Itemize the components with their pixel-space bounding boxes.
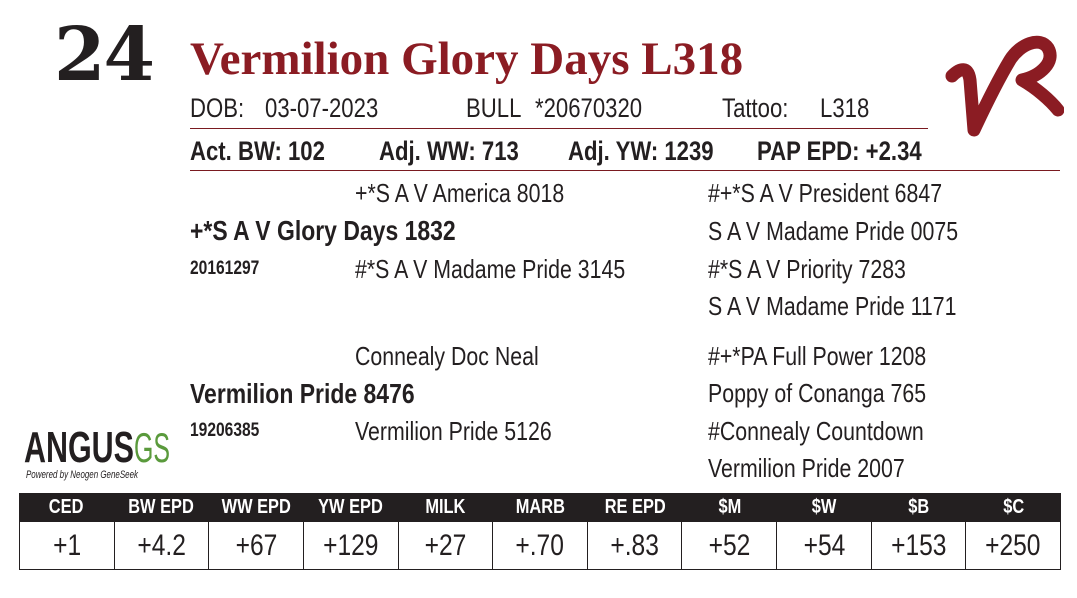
dam-sire: Connealy Doc Neal [355,341,539,371]
sire-sire-dam: S A V Madame Pride 0075 [708,216,959,246]
epd-header-w: $W [811,496,837,518]
angus-gs-logo: ANGUS GS Powered by Neogen GeneSeek [24,423,170,481]
epd-table: CED BW EPD WW EPD YW EPD MILK EPD MARB E… [19,493,1061,570]
animal-name: Vermilion Glory Days L318 [190,33,744,85]
epd-header-re: RE EPD [604,496,666,518]
sire-dam: #*S A V Madame Pride 3145 [355,254,626,284]
divider-bottom [190,170,1060,171]
logo-tagline: Powered by Neogen GeneSeek [26,469,138,481]
epd-header-ced: CED [49,496,84,518]
epd-value-ww: +67 [208,522,303,569]
epd-value-bw: +4.2 [113,522,209,569]
epd-header-m: $M [718,496,741,518]
dam-dam: Vermilion Pride 5126 [355,416,552,446]
epd-header-c: $C [1003,496,1025,518]
dam-sire-sire: #+*PA Full Power 1208 [708,341,927,371]
actual-birth-weight: Act. BW: 102 [190,136,325,166]
epd-value-milk: +27 [397,522,493,569]
dam-name: Vermilion Pride 8476 [190,378,415,409]
vermilion-logo [945,35,1064,137]
sire-dam-sire: #*S A V Priority 7283 [708,254,906,284]
epd-value-w: +54 [776,522,871,569]
epd-header-ww: WW EPD [221,496,291,518]
sire-dam-dam: S A V Madame Pride 1171 [708,291,957,321]
epd-value-m: +52 [681,522,776,569]
tattoo-value: L318 [820,93,870,123]
adjusted-yearling-weight: Adj. YW: 1239 [568,136,714,166]
epd-value-row: +1 +4.2 +67 +129 +27 +.70 +.83 +52 +54 +… [19,522,1061,570]
epd-header-yw: YW EPD [318,496,383,518]
pap-epd: PAP EPD: +2.34 [757,136,922,166]
epd-header-row: CED BW EPD WW EPD YW EPD MILK EPD MARB E… [19,493,1061,522]
adjusted-weaning-weight: Adj. WW: 713 [379,136,519,166]
epd-value-c: +250 [965,522,1060,569]
sire-sire: +*S A V America 8018 [355,178,565,208]
divider-top [190,128,928,129]
epd-header-b: $B [908,496,930,518]
epd-value-ced: +1 [52,529,81,562]
epd-header-marb: MARB EPD [515,496,565,518]
tattoo-label: Tattoo: [722,93,789,123]
dam-registration: 19206385 [190,420,260,441]
epd-value-yw: +129 [302,522,398,569]
sex-value: BULL [466,93,522,123]
lot-number: 24 [54,12,155,98]
sire-sire-sire: #+*S A V President 6847 [708,178,943,208]
dam-dam-dam: Vermilion Pride 2007 [708,453,905,483]
epd-value-marb: +.70 [492,522,587,569]
registration-number: *20670320 [535,93,643,123]
dob-label: DOB: [190,93,245,123]
sire-registration: 20161297 [190,258,260,279]
epd-header-milk: MILK EPD [425,496,466,518]
sire-name: +*S A V Glory Days 1832 [190,215,456,246]
dob-value: 03-07-2023 [265,93,379,123]
dam-dam-sire: #Connealy Countdown [708,416,924,446]
angus-logo-text: ANGUS [24,423,134,472]
epd-header-bw: BW EPD [128,496,194,518]
epd-value-re: +.83 [586,522,682,569]
epd-value-b: +153 [870,522,966,569]
dam-sire-dam: Poppy of Conanga 765 [708,378,927,408]
gs-logo-text: GS [134,424,170,471]
